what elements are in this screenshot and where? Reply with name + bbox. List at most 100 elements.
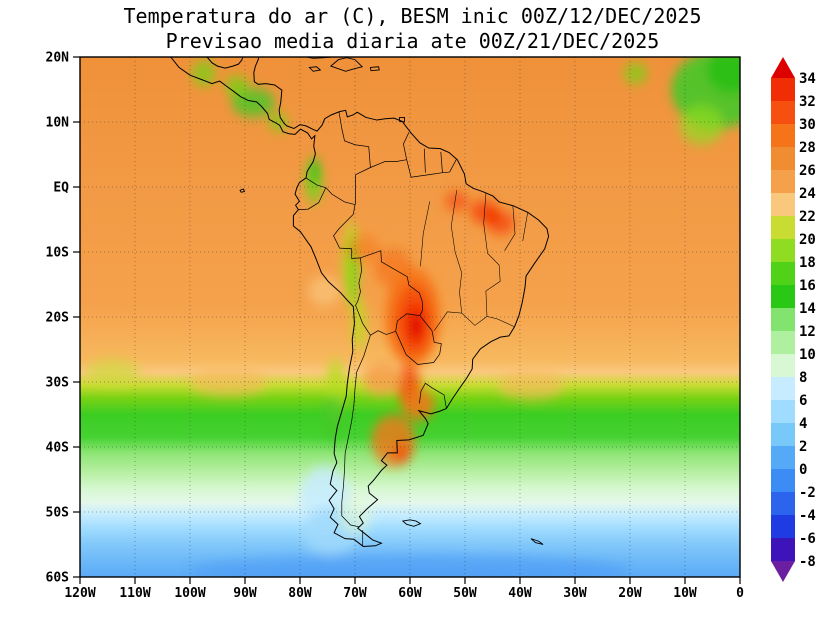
- cool-anomaly-layer: [85, 57, 740, 577]
- colorbar-label: -4: [799, 508, 816, 524]
- colorbar-box: [771, 446, 795, 470]
- lon-tick-label: 100W: [174, 586, 205, 600]
- lon-tick-label: 90W: [233, 586, 257, 600]
- lon-tick-label: 120W: [64, 586, 95, 600]
- lon-tick-label: 10W: [673, 586, 697, 600]
- colorbar-label: 2: [799, 439, 807, 455]
- lat-tick-label: 40S: [46, 441, 70, 456]
- axis-labels: 120W 110W 100W 90W 80W 70W 60W 50W 40W 30W 20W 10W 0…: [46, 51, 745, 601]
- warm-anomaly: [444, 192, 469, 211]
- lon-tick-label: 60W: [398, 586, 422, 600]
- colorbar-label: 24: [799, 186, 816, 202]
- cool-anomaly: [268, 112, 288, 132]
- border-andean-countries: [298, 168, 370, 215]
- cool-anomaly: [85, 359, 141, 386]
- lon-tick-label: 0: [736, 586, 744, 600]
- colorbar-label: 28: [799, 140, 816, 156]
- colorbar-box: [771, 262, 795, 286]
- map-field-area: [80, 57, 740, 577]
- colorbar-box: [771, 239, 795, 263]
- colorbar-box: [771, 423, 795, 447]
- colorbar-box: [771, 308, 795, 332]
- coastline-layer: [171, 57, 549, 546]
- border-peru-bolivia: [334, 214, 362, 305]
- colorbar-box: [771, 216, 795, 240]
- colorbar-box: [771, 193, 795, 217]
- colorbar-box: [771, 78, 795, 102]
- lat-tick-label: 60S: [46, 571, 70, 586]
- cool-anomaly: [320, 395, 346, 441]
- border-argentina-chile: [342, 335, 371, 546]
- lon-tick-label: 70W: [343, 586, 367, 600]
- lat-tick-label: 10N: [46, 116, 70, 131]
- border-guianas: [407, 149, 457, 178]
- colorbar-box: [771, 377, 795, 401]
- colorbar-box: [771, 515, 795, 539]
- cool-anomaly: [191, 60, 216, 87]
- coastline-south-america: [171, 57, 549, 546]
- colorbar-box: [771, 538, 795, 562]
- lon-tick-label: 30W: [563, 586, 587, 600]
- lon-tick-label: 80W: [288, 586, 312, 600]
- cool-anomaly: [351, 297, 366, 350]
- colorbar-label: 32: [799, 94, 816, 110]
- cool-anomaly: [338, 495, 372, 535]
- colorbar-label: -2: [799, 485, 816, 501]
- cool-anomaly: [707, 57, 740, 93]
- border-brazil-states: [420, 190, 527, 330]
- plot-title-block: Temperatura do ar (C), BESM inic 00Z/12/…: [0, 4, 825, 54]
- colorbar-label: 26: [799, 163, 816, 179]
- border-bolivia-brazil-paraguay: [356, 251, 442, 365]
- warm-anomaly: [401, 389, 435, 421]
- colorbar-label: 0: [799, 462, 807, 478]
- colorbar-arrow-top: [771, 57, 795, 78]
- colorbar-label: 22: [799, 209, 816, 225]
- temperature-map: 120W 110W 100W 90W 80W 70W 60W 50W 40W 30W 20W 10W 0…: [46, 51, 745, 601]
- lon-tick-label: 20W: [618, 586, 642, 600]
- colorbar-label: 10: [799, 347, 816, 363]
- warm-anomaly: [392, 443, 411, 464]
- warm-anomaly: [308, 276, 342, 306]
- lat-tick-label: EQ: [53, 181, 69, 196]
- warm-anomaly: [484, 209, 501, 223]
- warm-anomaly: [374, 248, 413, 288]
- country-borders: [298, 112, 527, 546]
- colorbar-box: [771, 492, 795, 516]
- lon-tick-label: 110W: [119, 586, 150, 600]
- lat-tick-label: 20N: [46, 51, 70, 66]
- lat-tick-label: 10S: [46, 246, 70, 261]
- cool-anomaly: [224, 75, 249, 97]
- colorbar-label: 20: [799, 232, 816, 248]
- colorbar-label: 18: [799, 255, 816, 271]
- lat-tick-label: 30S: [46, 376, 70, 391]
- colorbar-label: 34: [799, 71, 816, 87]
- colorbar-label: 4: [799, 416, 807, 432]
- lat-tick-label: 50S: [46, 506, 70, 521]
- colorbar-box: [771, 285, 795, 309]
- lat-tick-label: 20S: [46, 311, 70, 326]
- colorbar-box: [771, 331, 795, 355]
- coastline-islands: [240, 57, 543, 545]
- colorbar-box: [771, 170, 795, 194]
- warm-anomaly: [498, 370, 564, 400]
- cool-anomaly: [679, 105, 724, 145]
- colorbar-label: 30: [799, 117, 816, 133]
- border-uruguay: [419, 383, 446, 408]
- warm-anomaly: [346, 235, 380, 262]
- colorbar-box: [771, 354, 795, 378]
- colorbar-arrow-bottom: [771, 561, 795, 582]
- colorbar-box: [771, 400, 795, 424]
- coastline-gulf-of-mexico: [207, 57, 243, 68]
- plot-title-line1: Temperatura do ar (C), BESM inic 00Z/12/…: [123, 4, 702, 28]
- colorbar-label: 16: [799, 278, 816, 294]
- colorbar-box: [771, 469, 795, 493]
- warm-anomaly: [411, 315, 423, 338]
- colorbar-box: [771, 124, 795, 148]
- colorbar-box: [771, 101, 795, 125]
- colorbar-label: 14: [799, 301, 816, 317]
- plot-title-line2: Previsao media diaria ate 00Z/21/DEC/202…: [165, 29, 660, 53]
- lon-tick-label: 50W: [453, 586, 477, 600]
- colorbar-label: 12: [799, 324, 816, 340]
